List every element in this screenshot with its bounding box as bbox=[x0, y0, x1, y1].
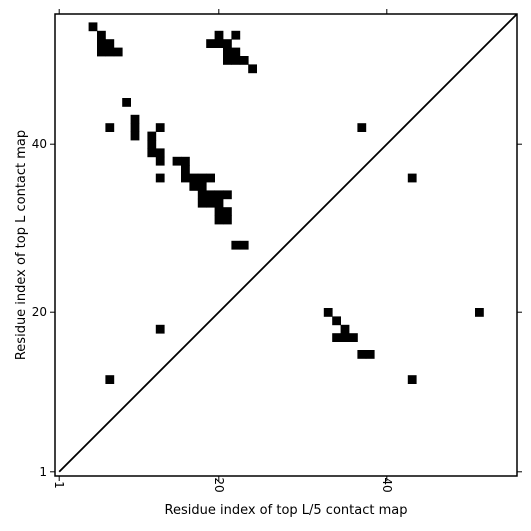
contact-cell-top-l bbox=[206, 173, 215, 183]
y-tick-label: 40 bbox=[32, 137, 47, 151]
contact-cell-top-l bbox=[197, 173, 207, 183]
contact-cell-top-l bbox=[189, 173, 199, 183]
contact-cell-top-l bbox=[214, 215, 224, 225]
contact-cell-top-l bbox=[223, 190, 232, 200]
contact-cell-top-l5 bbox=[340, 333, 350, 342]
contact-cell-top-l bbox=[130, 114, 140, 124]
contact-cell-top-l bbox=[231, 240, 241, 250]
contact-cell-top-l bbox=[155, 173, 165, 183]
contact-cell-top-l bbox=[248, 64, 257, 74]
x-tick-label: 20 bbox=[212, 477, 226, 492]
contact-cell-top-l bbox=[105, 39, 115, 48]
contact-cell-top-l5 bbox=[105, 375, 115, 384]
contact-cell-top-l bbox=[231, 47, 241, 57]
contact-cell-top-l bbox=[214, 30, 224, 40]
contact-cell-top-l bbox=[130, 123, 140, 132]
contact-cell-top-l bbox=[214, 39, 224, 48]
contact-cell-top-l bbox=[223, 47, 232, 57]
contact-cell-top-l bbox=[197, 182, 207, 191]
contact-cell-top-l5 bbox=[155, 324, 165, 334]
contact-cell-top-l bbox=[97, 39, 106, 48]
contact-cell-top-l bbox=[223, 207, 232, 216]
contact-cell-top-l bbox=[239, 56, 249, 65]
contact-cell-top-l bbox=[223, 39, 232, 48]
contact-cell-top-l bbox=[197, 198, 207, 208]
contact-cell-top-l bbox=[105, 47, 115, 57]
x-tick-label: 1 bbox=[52, 481, 66, 489]
contact-cell-top-l bbox=[181, 156, 190, 166]
contact-cell-top-l bbox=[206, 190, 215, 200]
axis-ticks: 1 20 40 1 20 40 bbox=[32, 9, 522, 493]
contact-cell-top-l bbox=[181, 173, 190, 183]
contact-cell-top-l bbox=[97, 30, 106, 40]
contact-cell-top-l bbox=[214, 198, 224, 208]
contact-cell-top-l bbox=[206, 198, 215, 208]
contact-cell-top-l bbox=[197, 190, 207, 200]
contact-cell-top-l bbox=[105, 123, 115, 132]
contact-cell-top-l5 bbox=[407, 375, 417, 384]
contact-cell-top-l bbox=[113, 47, 123, 57]
contact-cell-top-l5 bbox=[332, 333, 341, 342]
contact-cell-top-l bbox=[97, 47, 106, 57]
contact-cell-top-l bbox=[214, 207, 224, 216]
contact-cell-top-l bbox=[214, 190, 224, 200]
contact-cells bbox=[88, 22, 484, 384]
contact-cell-top-l5 bbox=[332, 316, 341, 326]
x-axis-label: Residue index of top L/5 contact map bbox=[165, 503, 408, 518]
contact-cell-top-l5 bbox=[323, 308, 333, 317]
contact-cell-top-l bbox=[231, 56, 241, 65]
contact-cell-top-l bbox=[206, 39, 215, 48]
contact-cell-top-l bbox=[223, 215, 232, 225]
x-tick-label: 40 bbox=[380, 477, 394, 492]
contact-cell-top-l bbox=[147, 131, 157, 141]
contact-cell-top-l bbox=[172, 156, 182, 166]
contact-cell-top-l bbox=[357, 123, 367, 132]
contact-cell-top-l bbox=[147, 148, 157, 158]
contact-cell-top-l5 bbox=[475, 308, 484, 317]
diagonal-line bbox=[58, 13, 518, 473]
contact-cell-top-l bbox=[181, 165, 190, 174]
contact-cell-top-l bbox=[88, 22, 98, 32]
contact-cell-top-l5 bbox=[357, 350, 367, 359]
y-tick-label: 20 bbox=[32, 305, 47, 319]
contact-cell-top-l5 bbox=[349, 333, 358, 342]
contact-cell-top-l bbox=[239, 240, 249, 250]
contact-cell-top-l bbox=[155, 123, 165, 132]
plot-frame bbox=[54, 13, 518, 477]
contact-cell-top-l bbox=[155, 148, 165, 158]
contact-cell-top-l bbox=[223, 56, 232, 65]
contact-cell-top-l bbox=[147, 140, 157, 149]
contact-cell-top-l bbox=[189, 182, 199, 191]
y-axis-label: Residue index of top L contact map bbox=[14, 130, 29, 360]
contact-cell-top-l5 bbox=[365, 350, 375, 359]
contact-cell-top-l bbox=[407, 173, 417, 183]
contact-cell-top-l bbox=[155, 156, 165, 166]
contact-cell-top-l bbox=[130, 131, 140, 141]
y-tick-label: 1 bbox=[39, 465, 47, 479]
contact-cell-top-l5 bbox=[340, 324, 350, 334]
contact-cell-top-l bbox=[231, 30, 241, 40]
contact-cell-top-l bbox=[122, 98, 131, 107]
